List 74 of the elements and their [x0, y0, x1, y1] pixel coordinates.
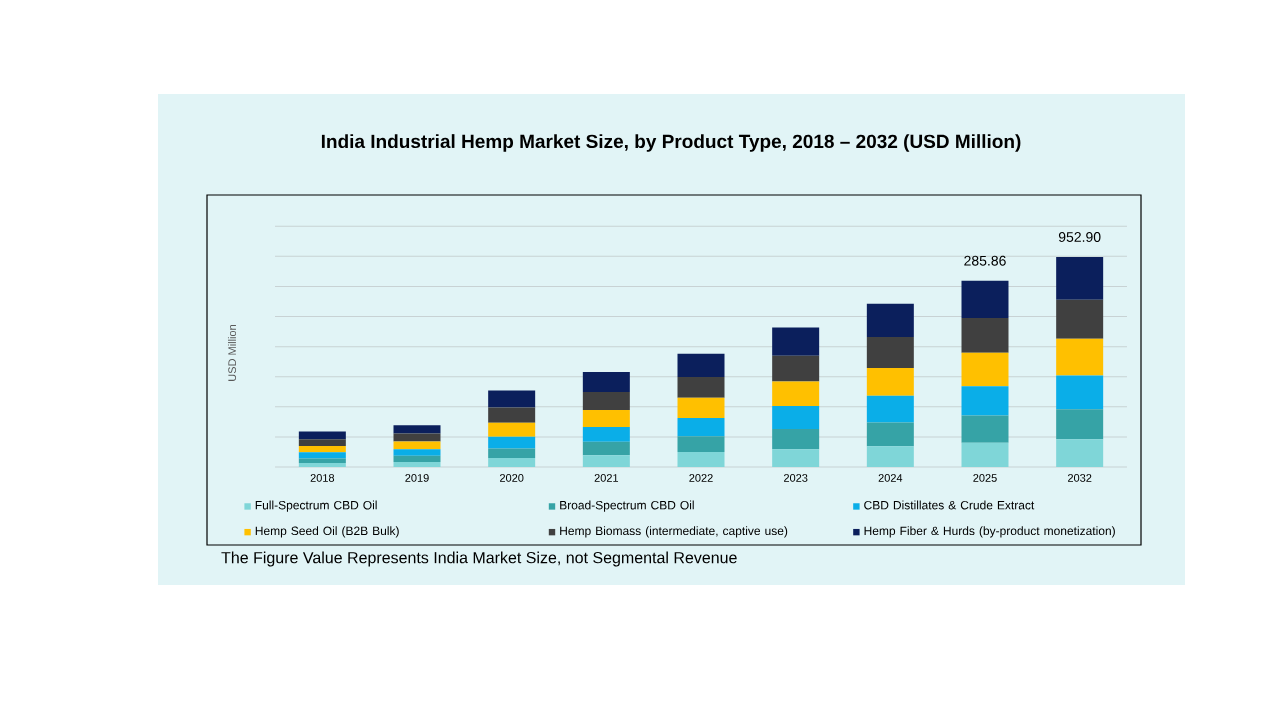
bar — [772, 381, 820, 406]
bar — [488, 390, 536, 408]
bar — [1056, 299, 1104, 339]
legend-label: Full-Spectrum CBD Oil — [255, 500, 377, 512]
bar — [298, 446, 346, 453]
bar — [677, 376, 725, 398]
bar — [866, 368, 914, 396]
x-tick-label: 2032 — [1067, 474, 1092, 482]
legend-label: CBD Distillates & Crude Extract — [864, 500, 1035, 510]
bar — [772, 355, 820, 382]
legend-label: Hemp Seed Oil (B2B Bulk) — [255, 526, 399, 538]
bar — [961, 317, 1009, 353]
x-tick-label: 2020 — [500, 474, 524, 482]
annotation: 952.90 — [1058, 232, 1101, 242]
bar — [677, 418, 725, 437]
bar — [772, 449, 820, 467]
bar — [298, 439, 346, 446]
bar — [488, 448, 536, 458]
bar — [298, 452, 346, 459]
bar — [866, 303, 914, 338]
bar — [393, 433, 441, 442]
chart-title: India Industrial Hemp Market Size, by Product Type, 2018 – 2032 (USD Million) — [321, 134, 1021, 152]
bar — [488, 407, 536, 423]
bar — [677, 353, 725, 377]
bar — [298, 458, 346, 464]
bar — [866, 422, 914, 447]
y-axis-title: USD Million — [227, 325, 237, 381]
bar — [772, 327, 820, 356]
legend-label: Hemp Fiber & Hurds (by-product monetization) — [864, 526, 1115, 538]
bar — [582, 441, 630, 456]
legend-label: Hemp Biomass (intermediate, captive use) — [560, 526, 788, 538]
annotation: 285.86 — [964, 255, 1006, 266]
x-tick-label: 2024 — [878, 474, 903, 482]
bar — [961, 415, 1009, 443]
bar — [298, 431, 346, 440]
bar — [677, 451, 725, 467]
bar — [1056, 375, 1104, 410]
x-tick-label: 2025 — [973, 474, 997, 482]
bar — [961, 280, 1009, 318]
x-tick-label: 2022 — [689, 474, 713, 482]
bar — [1056, 409, 1104, 440]
bar — [866, 395, 914, 423]
bar — [393, 425, 441, 434]
x-tick-label: 2019 — [405, 474, 429, 482]
bar — [866, 446, 914, 467]
bar — [393, 441, 441, 450]
bar — [961, 352, 1009, 387]
bar — [772, 429, 820, 450]
x-tick-label: 2018 — [310, 474, 335, 482]
text: The Figure Value Represents India Market Size, not Segmental Revenue — [221, 551, 737, 567]
bar — [582, 371, 630, 393]
bar — [772, 405, 820, 429]
bar — [393, 461, 441, 467]
bar — [677, 436, 725, 452]
bar — [866, 337, 914, 369]
bar — [1056, 338, 1104, 376]
bar — [488, 436, 536, 449]
bar — [298, 463, 346, 467]
x-tick-label: 2023 — [784, 474, 808, 482]
bar — [961, 442, 1009, 467]
bar — [488, 457, 536, 467]
bar — [961, 386, 1009, 416]
bar — [393, 449, 441, 456]
bar — [582, 427, 630, 442]
bar — [582, 392, 630, 411]
x-tick-label: 2021 — [594, 474, 619, 482]
bar — [582, 410, 630, 428]
legend-label: Broad-Spectrum CBD Oil — [560, 500, 694, 512]
bar — [1056, 257, 1104, 300]
bar — [488, 422, 536, 437]
bar — [393, 455, 441, 462]
bar — [582, 455, 630, 467]
bar — [1056, 439, 1104, 467]
bar — [677, 397, 725, 419]
